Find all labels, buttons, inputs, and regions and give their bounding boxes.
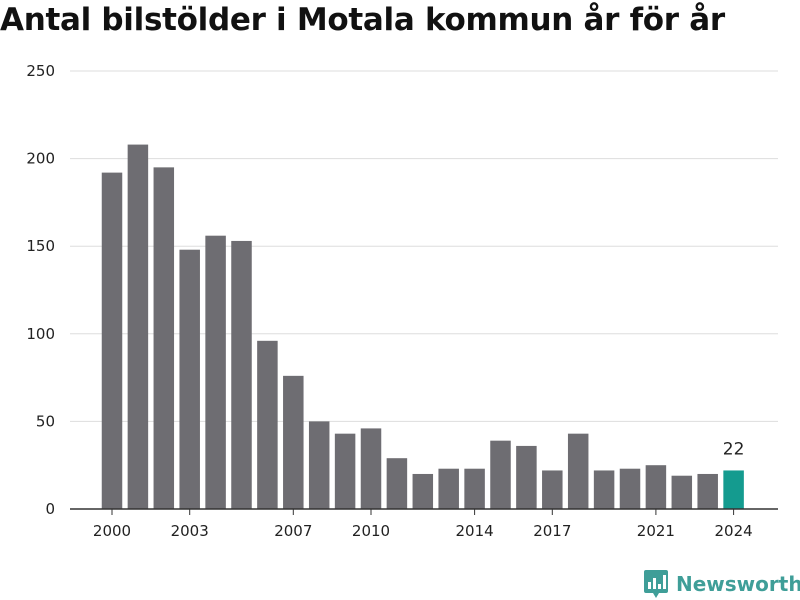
x-tick-label-2014: 2014: [456, 522, 494, 540]
bar-2015: [490, 440, 511, 509]
data-labels: 22: [723, 439, 745, 459]
data-label-2024: 22: [723, 439, 745, 459]
bar-2013: [438, 468, 459, 509]
bar-2000: [101, 172, 123, 509]
x-tick-label-2000: 2000: [93, 522, 131, 540]
bar-2011: [386, 458, 408, 509]
bar-2018: [567, 433, 589, 509]
x-tick-label-2017: 2017: [533, 522, 571, 540]
bar-2024: [723, 470, 744, 509]
bar-2019: [593, 470, 615, 509]
bar-2006: [257, 340, 278, 509]
y-tick-label-100: 100: [26, 325, 55, 343]
x-tick-label-2024: 2024: [715, 522, 753, 540]
x-axis-ticks: 2000 2003 2007 2010 2014 2017 2021 2024: [93, 509, 753, 540]
x-tick-label-2010: 2010: [352, 522, 390, 540]
bar-2004: [205, 235, 226, 510]
chart-title: Antal bilstölder i Motala kommun år för …: [0, 2, 725, 38]
gridlines: [70, 70, 778, 422]
bar-2020: [619, 468, 641, 509]
bar-2022: [671, 475, 693, 509]
bar-2016: [516, 445, 537, 509]
bar-2021: [645, 465, 667, 509]
y-tick-label-0: 0: [45, 500, 55, 518]
y-tick-label-50: 50: [36, 412, 55, 430]
y-tick-label-150: 150: [26, 237, 55, 255]
y-tick-label-200: 200: [26, 150, 55, 168]
bar-2007: [283, 375, 304, 509]
x-tick-label-2007: 2007: [274, 522, 312, 540]
bar-2023: [697, 473, 718, 509]
y-axis-ticks: 0 50 100 150 200 250: [26, 62, 55, 518]
bar-2010: [360, 428, 382, 509]
bar-2002: [153, 167, 175, 510]
bar-2001: [127, 144, 149, 510]
x-tick-label-2003: 2003: [171, 522, 209, 540]
brand-name: Newsworthy: [676, 572, 800, 596]
bar-2017: [542, 470, 563, 509]
bar-2012: [412, 473, 434, 509]
bar-2014: [464, 468, 485, 509]
y-tick-label-250: 250: [26, 62, 55, 80]
newsworthy-logo-icon: [644, 570, 668, 598]
bar-2009: [334, 433, 356, 509]
x-tick-label-2021: 2021: [637, 522, 675, 540]
brand: Newsworthy: [643, 568, 800, 600]
bars: [101, 144, 744, 510]
bar-2003: [179, 249, 200, 510]
bar-2005: [231, 240, 252, 509]
bar-2008: [308, 421, 330, 509]
